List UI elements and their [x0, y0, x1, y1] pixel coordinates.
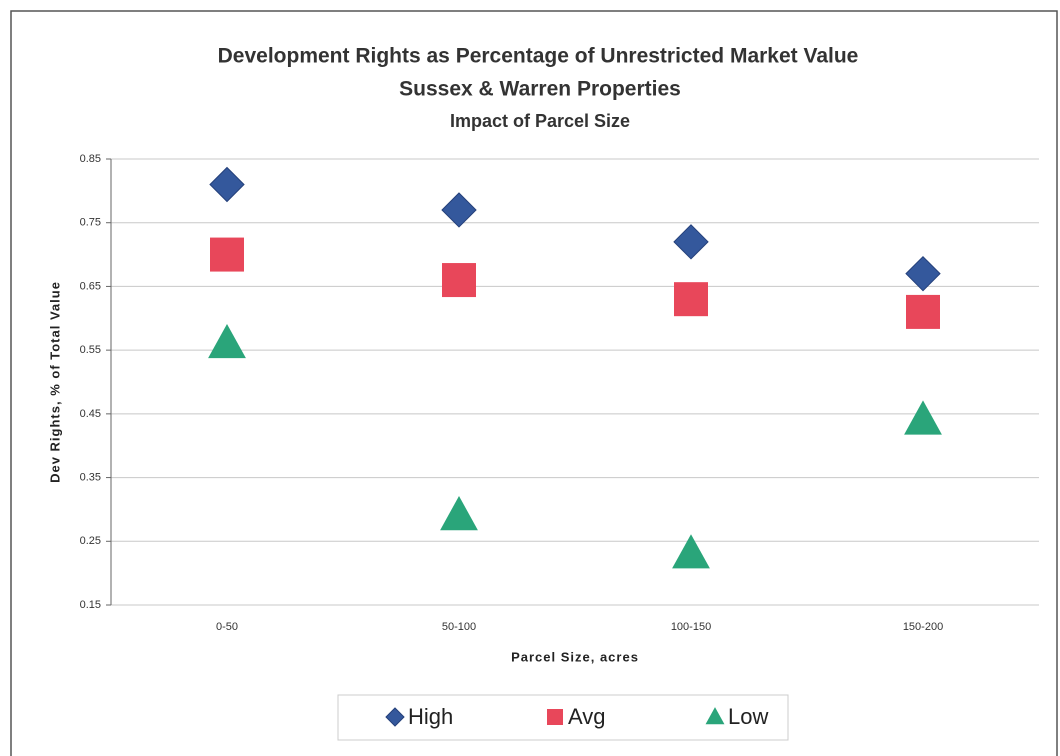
marker-diamond — [905, 255, 941, 292]
y-tick-label: 0.25 — [80, 535, 101, 547]
y-tick-label: 0.15 — [80, 599, 101, 611]
marker-square — [442, 263, 476, 298]
chart-title: Development Rights as Percentage of Unre… — [218, 45, 859, 68]
x-axis-label: Parcel Size, acres — [511, 649, 639, 664]
marker-diamond — [441, 192, 477, 228]
y-tick-label: 0.65 — [80, 280, 101, 292]
marker-square — [906, 294, 940, 329]
marker-square — [210, 237, 244, 272]
x-tick-label: 150-200 — [903, 621, 943, 633]
marker-triangle — [904, 400, 942, 435]
y-tick-label: 0.35 — [80, 471, 101, 483]
x-tick-label: 50-100 — [442, 621, 476, 633]
x-tick-label: 0-50 — [216, 621, 238, 633]
marker-diamond — [673, 224, 709, 260]
y-axis-label: Dev Rights, % of Total Value — [47, 281, 62, 483]
marker-triangle — [208, 323, 246, 359]
chart-subtitle: Sussex & Warren Properties — [399, 78, 681, 101]
chart-subtitle: Impact of Parcel Size — [450, 111, 630, 131]
x-tick-label: 100-150 — [671, 621, 711, 633]
marker-triangle — [672, 534, 710, 569]
frame — [10, 10, 1058, 756]
marker-square — [674, 282, 708, 317]
legend-label: Avg — [568, 704, 606, 729]
legend-label: Low — [728, 704, 768, 729]
legend-marker — [705, 707, 725, 725]
legend-marker — [547, 709, 563, 725]
y-tick-label: 0.45 — [80, 408, 101, 420]
marker-diamond — [209, 166, 245, 203]
y-tick-label: 0.75 — [80, 217, 101, 229]
legend-label: High — [408, 704, 453, 729]
marker-triangle — [440, 496, 478, 531]
y-tick-label: 0.55 — [80, 344, 101, 356]
legend-marker — [385, 707, 405, 727]
y-tick-label: 0.85 — [80, 153, 101, 165]
